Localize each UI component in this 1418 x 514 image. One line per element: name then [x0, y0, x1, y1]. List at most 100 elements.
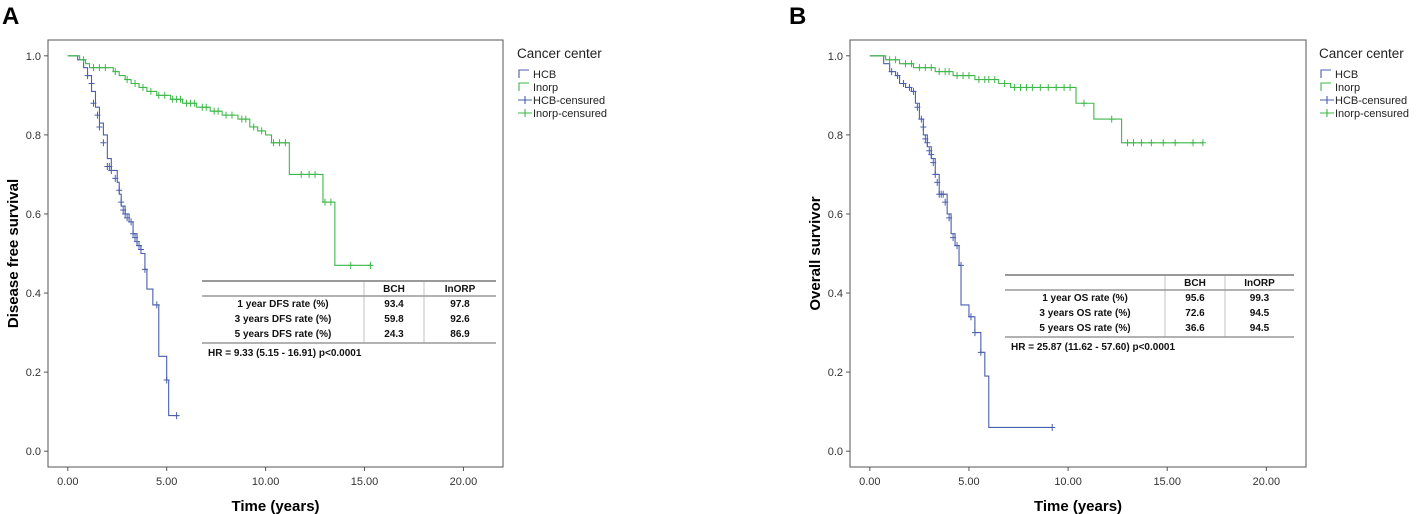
table-row-label: 5 years DFS rate (%) — [235, 329, 332, 340]
censor-mark-inorp — [298, 170, 305, 178]
censor-mark-inorp — [132, 79, 139, 87]
table-cell: 72.6 — [1185, 308, 1205, 319]
censor-mark-inorp — [1124, 139, 1131, 147]
censor-mark-inorp — [270, 139, 277, 147]
table-cell: 59.8 — [384, 314, 404, 325]
censor-mark-inorp — [223, 111, 230, 119]
censor-mark-inorp — [312, 170, 319, 178]
censor-mark-inorp — [1080, 99, 1087, 107]
legend-title: Cancer center — [517, 46, 602, 61]
censor-mark-inorp — [928, 64, 935, 72]
censor-mark-hcb — [88, 79, 95, 87]
censor-mark-hcb — [100, 139, 107, 147]
censor-mark-inorp — [96, 64, 103, 72]
censor-mark-inorp — [916, 64, 923, 72]
censor-mark-hcb — [128, 218, 135, 226]
censor-mark-hcb — [934, 178, 941, 186]
censor-mark-hcb — [136, 242, 142, 250]
legend-line-symbol — [518, 82, 529, 91]
censor-mark-inorp — [1017, 83, 1024, 91]
panel-b: B 0.0 0.2 0.4 0.6 0.8 1.0 0.00 5.00 10.00 15.00 20.… — [789, 3, 1409, 514]
y-tick-label: 0.0 — [828, 446, 843, 458]
y-tick-label: 0.6 — [828, 209, 843, 221]
plot-frame — [47, 39, 504, 468]
x-axis-title: Time (years) — [1034, 498, 1122, 514]
x-tick-label: 15.00 — [351, 476, 379, 488]
censor-mark-inorp — [946, 68, 953, 76]
y-tick-label: 0.8 — [828, 130, 843, 142]
censor-mark-inorp — [258, 127, 265, 135]
censor-mark-inorp — [1148, 139, 1155, 147]
censor-mark-hcb — [888, 68, 895, 76]
censor-mark-hcb — [137, 246, 144, 254]
censor-mark-hcb — [971, 329, 978, 337]
legend-entry: Inorp — [1335, 82, 1360, 94]
censor-mark-inorp — [1045, 83, 1052, 91]
censor-mark-inorp — [892, 56, 899, 64]
series-hcb — [869, 55, 1056, 431]
censor-mark-inorp — [191, 99, 198, 107]
legend-line-symbol — [1320, 82, 1331, 91]
x-axis-title: Time (years) — [231, 498, 319, 514]
legend-censor-symbol — [518, 96, 532, 104]
panel-letter: A — [2, 3, 19, 30]
censor-mark-hcb — [914, 103, 921, 111]
censor-mark-hcb — [122, 210, 129, 218]
censor-mark-inorp — [139, 83, 146, 91]
legend-entry: HCB — [533, 69, 556, 81]
censor-mark-inorp — [1061, 83, 1068, 91]
censor-mark-hcb — [920, 123, 927, 131]
censor-mark-hcb — [932, 170, 939, 178]
x-tick-label: 20.00 — [1253, 476, 1281, 488]
table-cell: 86.9 — [450, 329, 470, 340]
legend: Cancer center HCBInorpHCB-censuredInorp-c… — [517, 46, 607, 120]
y-tick-label: 0.0 — [26, 446, 41, 458]
censor-mark-hcb — [96, 123, 103, 131]
censor-mark-inorp — [327, 198, 334, 206]
legend-censor-symbol — [1320, 109, 1334, 117]
censor-mark-hcb — [977, 348, 984, 356]
x-tick-label: 10.00 — [252, 476, 280, 488]
censor-mark-hcb — [922, 135, 929, 143]
x-tick-label: 10.00 — [1054, 476, 1082, 488]
censor-mark-inorp — [250, 123, 257, 131]
censor-mark-hcb — [108, 166, 115, 174]
censor-mark-inorp — [276, 139, 283, 147]
legend-line-symbol — [1320, 69, 1331, 78]
censor-mark-hcb — [950, 234, 957, 242]
censor-mark-hcb — [120, 206, 127, 214]
censor-mark-inorp — [991, 76, 998, 84]
censor-mark-hcb — [124, 214, 131, 222]
censor-mark-hcb — [1049, 423, 1056, 431]
y-tick-label: 1.0 — [26, 51, 41, 63]
legend-entry: Inorp — [533, 82, 558, 94]
censor-mark-hcb — [918, 115, 925, 123]
censor-mark-hcb — [894, 72, 901, 80]
y-tick-label: 0.4 — [26, 288, 41, 300]
legend-censor-symbol — [1320, 96, 1334, 104]
legend: Cancer center HCBInorpHCB-censuredInorp-c… — [1319, 46, 1409, 120]
table-cell: 95.6 — [1185, 293, 1205, 304]
censor-mark-inorp — [902, 60, 909, 68]
censor-mark-hcb — [134, 238, 141, 246]
series-hcb — [67, 55, 180, 420]
censor-mark-hcb — [900, 79, 907, 87]
table-header: InORP — [1244, 278, 1275, 289]
censor-mark-hcb — [132, 234, 139, 242]
table-cell: 99.3 — [1250, 293, 1270, 304]
panel-a: A 0.0 0.2 0.4 0.6 0.8 1.0 0.00 5.00 10.00 15.00 20.… — [2, 3, 607, 514]
censor-mark-hcb — [906, 83, 913, 91]
censor-mark-inorp — [1029, 83, 1036, 91]
censor-mark-hcb — [910, 87, 917, 95]
censor-mark-hcb — [116, 186, 123, 194]
censor-mark-inorp — [1189, 139, 1196, 147]
censor-mark-inorp — [112, 68, 119, 76]
legend-censor-symbol — [518, 109, 532, 117]
censor-mark-hcb — [924, 139, 931, 147]
table-row-label: 1 year OS rate (%) — [1042, 293, 1128, 304]
censor-mark-inorp — [1001, 79, 1008, 87]
x-tick-label: 5.00 — [156, 476, 177, 488]
censor-mark-inorp — [242, 115, 249, 123]
table-cell: 94.5 — [1250, 308, 1270, 319]
